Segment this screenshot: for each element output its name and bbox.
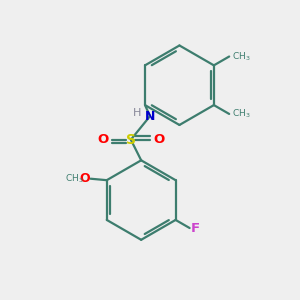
Text: CH$_3$: CH$_3$ (232, 50, 250, 63)
Text: N: N (145, 110, 155, 123)
Text: O: O (97, 133, 108, 146)
Text: S: S (126, 133, 136, 147)
Text: CH$_3$: CH$_3$ (65, 172, 84, 185)
Text: F: F (190, 221, 200, 235)
Text: O: O (79, 172, 90, 185)
Text: CH$_3$: CH$_3$ (232, 108, 250, 120)
Text: H: H (133, 108, 141, 118)
Text: O: O (154, 133, 165, 146)
